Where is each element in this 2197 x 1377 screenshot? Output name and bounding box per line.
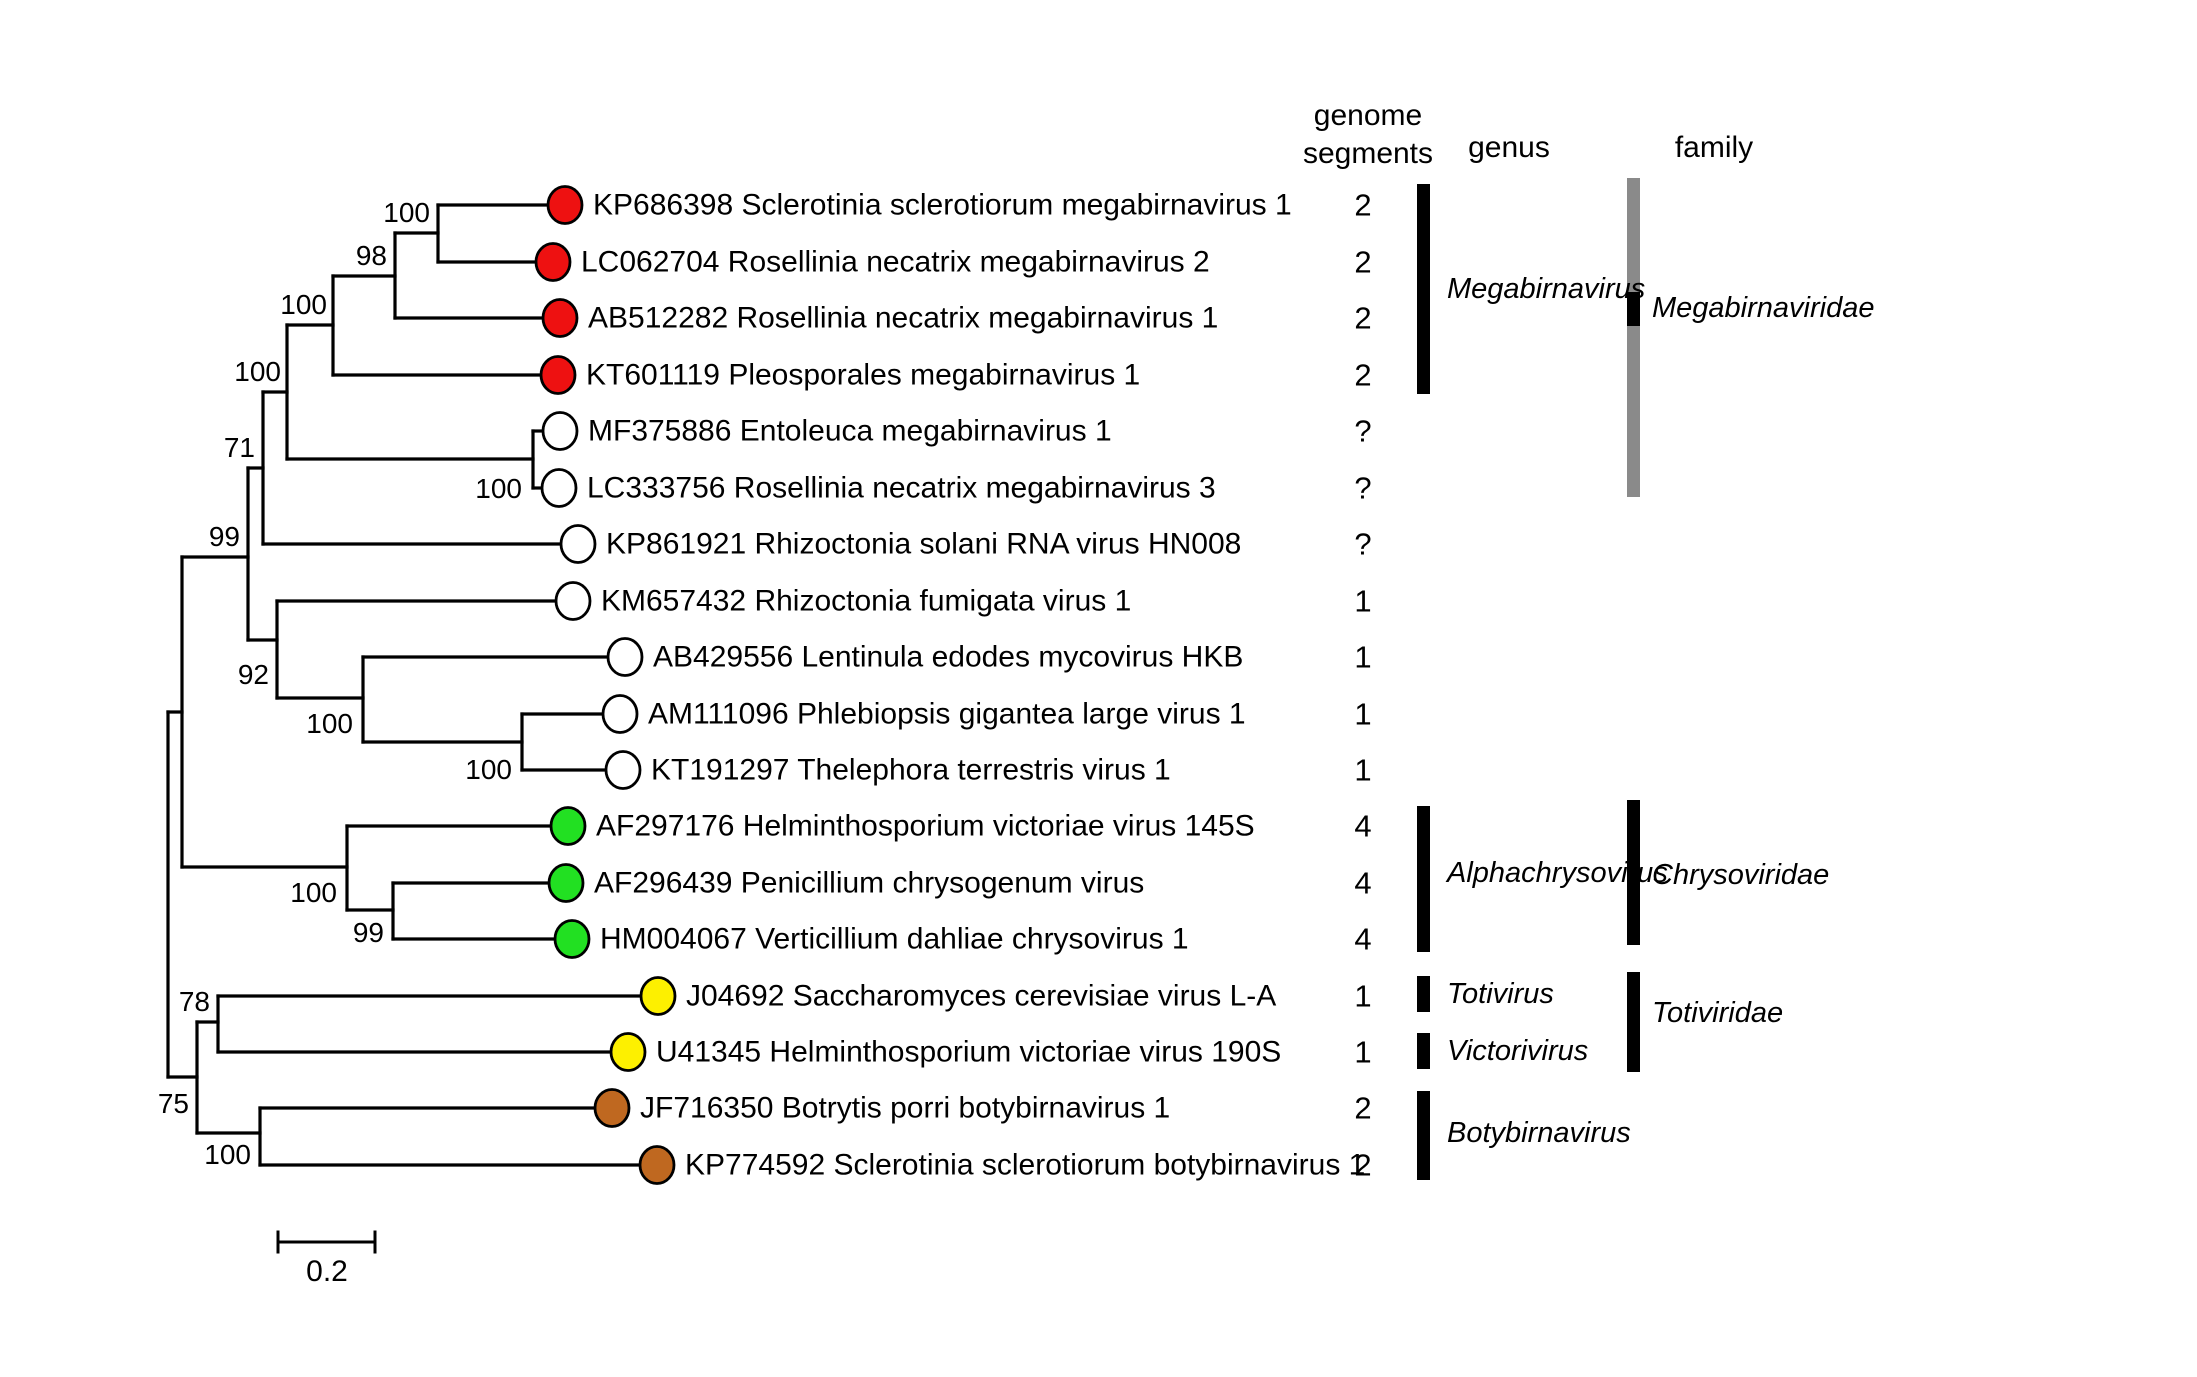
tip-circle-green [547,863,585,903]
family-label: Megabirnaviridae [1652,292,1874,324]
tip-circle-red [541,298,579,338]
tip-label: KP686398 Sclerotinia sclerotiorum megabi… [593,189,1292,222]
tip-circle-green [549,806,587,846]
family-label: Totiviridae [1652,997,1783,1029]
bootstrap-value: 78 [179,986,210,1017]
genome-segments-value: 2 [1354,358,1371,393]
genome-segments-value: 1 [1354,1035,1371,1070]
labels-layer: Megabirnavirus Alphachrysovirus Totivirus V… [158,188,1875,1183]
genus-bar [1417,184,1430,394]
tip-label: KP861921 Rhizoctonia solani RNA virus HN… [606,528,1241,561]
genome-segments-value: ? [1354,471,1371,506]
genome-segments-value: 2 [1354,301,1371,336]
genus-label: Botybirnavirus [1447,1117,1631,1149]
tip-label: KP774592 Sclerotinia sclerotiorum botybi… [685,1149,1365,1182]
tip-label: KT191297 Thelephora terrestris virus 1 [651,754,1171,787]
family-bar-segment [1627,178,1640,497]
genome-segments-value: 1 [1354,640,1371,675]
genus-bar [1417,1033,1430,1069]
bootstrap-value: 75 [158,1088,189,1119]
tip-label: JF716350 Botrytis porri botybirnavirus 1 [640,1092,1170,1125]
tip-label: KT601119 Pleosporales megabirnavirus 1 [586,359,1140,392]
genus-header: genus [1468,131,1550,164]
tip-circle-red [539,355,577,395]
genome-segments-value: ? [1354,414,1371,449]
tip-circle-yellow [639,976,677,1016]
tip-circle-white [554,581,592,621]
genome-segments-header-line2: segments [1303,137,1433,170]
bootstrap-value: 99 [209,521,240,552]
tip-circle-green [553,919,591,959]
tip-label: LC333756 Rosellinia necatrix megabirnavi… [587,472,1216,505]
tip-circle-white [541,411,579,451]
genus-bar [1417,1091,1430,1180]
tip-label: J04692 Saccharomyces cerevisiae virus L-… [686,980,1276,1013]
taxonomy-bars-layer [1417,178,1640,1180]
genome-segments-value: 1 [1354,753,1371,788]
tip-circle-white [606,637,644,677]
tip-label: AF297176 Helminthosporium victoriae viru… [596,810,1255,843]
tip-circle-brown [593,1088,631,1128]
genus-label: Alphachrysovirus [1445,857,1668,889]
genus-bar [1417,806,1430,952]
tip-label: MF375886 Entoleuca megabirnavirus 1 [588,415,1112,448]
tip-circle-white [604,750,642,790]
bootstrap-value: 100 [204,1139,251,1170]
family-label: Chrysoviridae [1652,859,1829,891]
tip-label: LC062704 Rosellinia necatrix megabirnavi… [581,246,1210,279]
family-bar-segment [1627,972,1640,1072]
genome-segments-value: 1 [1354,584,1371,619]
bootstrap-value: 98 [356,240,387,271]
genome-segments-value: ? [1354,527,1371,562]
tip-label: AM111096 Phlebiopsis gigantea large viru… [648,698,1246,731]
tip-label: U41345 Helminthosporium victoriae virus … [656,1036,1281,1069]
tip-circle-white [559,524,597,564]
bootstrap-value: 100 [383,197,430,228]
bootstrap-value: 99 [353,917,384,948]
scale-bar-label: 0.2 [306,1255,348,1288]
bootstrap-value: 100 [475,473,522,504]
genome-segments-value: 2 [1354,188,1371,223]
genome-segments-value: 1 [1354,697,1371,732]
bootstrap-value: 100 [280,289,327,320]
genus-label: Megabirnavirus [1447,273,1645,305]
bootstrap-value: 100 [234,356,281,387]
tip-circle-red [534,242,572,282]
tip-label: HM004067 Verticillium dahliae chrysoviru… [600,923,1189,956]
genus-bar [1417,976,1430,1012]
genome-segments-header-line1: genome [1314,99,1422,132]
bootstrap-value: 100 [465,754,512,785]
genus-label: Totivirus [1447,978,1554,1010]
tip-circle-red [546,185,584,225]
bootstrap-value: 71 [224,432,255,463]
family-header: family [1675,131,1753,164]
tip-circle-white [540,468,578,508]
genome-segments-value: 4 [1354,866,1371,901]
tip-label: KM657432 Rhizoctonia fumigata virus 1 [601,585,1131,618]
genome-segments-value: 4 [1354,809,1371,844]
tip-label: AB429556 Lentinula edodes mycovirus HKB [653,641,1243,674]
genome-segments-value: 2 [1354,245,1371,280]
bootstrap-value: 92 [238,659,269,690]
tip-label: AB512282 Rosellinia necatrix megabirnavi… [588,302,1218,335]
family-bar-segment [1627,800,1640,945]
tip-label: AF296439 Penicillium chrysogenum virus [594,867,1144,900]
tip-circle-white [601,694,639,734]
genome-segments-value: 1 [1354,979,1371,1014]
bootstrap-value: 100 [306,708,353,739]
tree-branches-layer [166,185,677,1254]
genome-segments-value: 2 [1354,1148,1371,1183]
genome-segments-value: 2 [1354,1091,1371,1126]
tip-circle-yellow [609,1032,647,1072]
genus-label: Victorivirus [1447,1035,1588,1067]
genome-segments-value: 4 [1354,922,1371,957]
tip-circle-brown [638,1145,676,1185]
bootstrap-value: 100 [290,877,337,908]
family-bar-segment [1627,292,1640,326]
